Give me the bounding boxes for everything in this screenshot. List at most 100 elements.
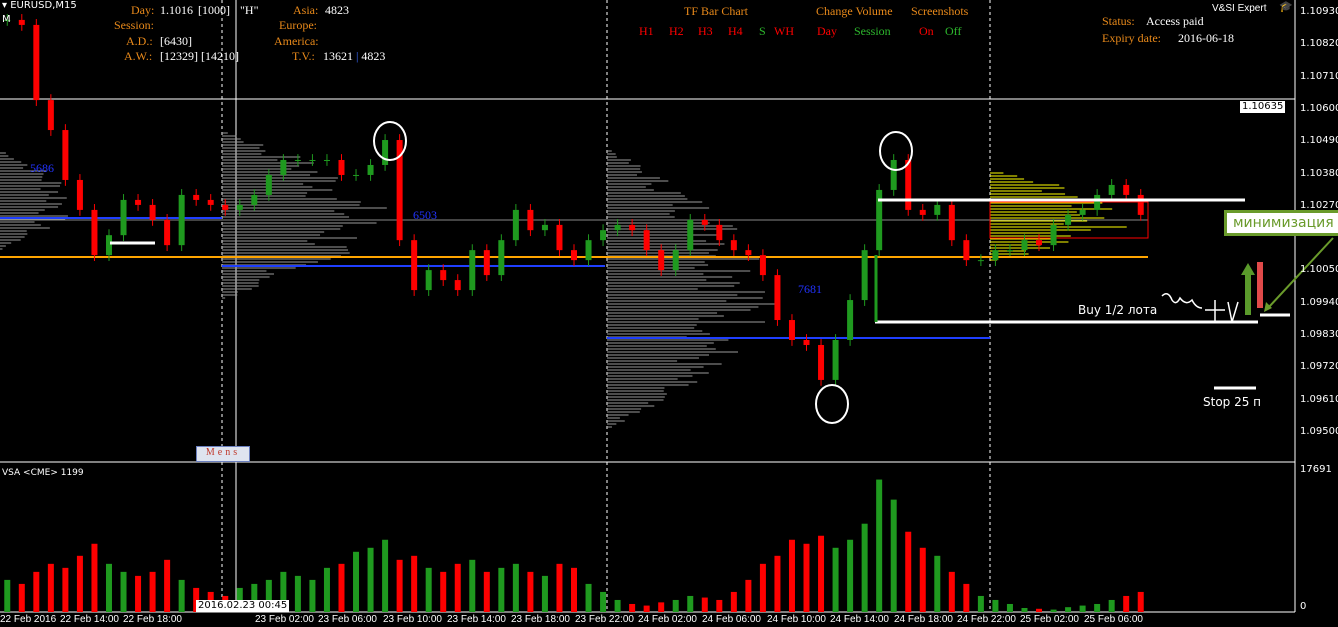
candle-body xyxy=(91,209,98,256)
tf-h2[interactable]: H2 xyxy=(669,24,684,38)
volume-bar xyxy=(193,587,200,612)
candle-body xyxy=(1036,240,1043,246)
time-tick-label: 22 Feb 14:00 xyxy=(60,614,119,625)
volume-bar xyxy=(585,583,592,612)
volume-bar xyxy=(411,555,418,612)
asia-value: 4823 xyxy=(325,3,349,17)
expert-name: V&SI Expert xyxy=(1212,3,1267,14)
price-tick-label: 1.09610 xyxy=(1300,393,1338,405)
tf-h1[interactable]: H1 xyxy=(639,24,654,38)
screenshots-on-button[interactable]: On xyxy=(919,24,934,38)
volume-bar xyxy=(1021,607,1028,612)
volume-bar xyxy=(730,591,737,612)
volume-bar xyxy=(1108,599,1115,612)
volume-bar xyxy=(687,595,694,612)
volume-bar xyxy=(425,567,432,612)
change-volume-title: Change Volume xyxy=(816,4,893,18)
volume-bar xyxy=(934,555,941,612)
candle-body xyxy=(759,255,766,276)
candle-body xyxy=(919,209,926,215)
volume-bar xyxy=(963,583,970,612)
price-tick-label: 1.10600 xyxy=(1300,102,1338,114)
volume-bar xyxy=(1137,591,1144,612)
volume-bar xyxy=(469,559,476,612)
volume-bar xyxy=(977,595,984,612)
volume-bar xyxy=(309,579,316,612)
candle-body xyxy=(541,224,548,231)
volume-bar xyxy=(105,563,112,612)
symbol-label[interactable]: ▾ EURUSD,M15 xyxy=(2,0,77,11)
candle-body xyxy=(294,159,301,161)
volume-bar xyxy=(716,599,723,612)
candle-body xyxy=(120,199,127,236)
candle-body xyxy=(600,230,607,241)
volume-bar xyxy=(120,571,127,612)
mens-button[interactable]: Mens xyxy=(196,446,250,462)
candle-body xyxy=(222,204,229,210)
price-tick-label: 1.09830 xyxy=(1300,329,1338,340)
ad-value: [6430] xyxy=(160,34,192,48)
volume-bar xyxy=(541,575,548,612)
time-tick-label: 25 Feb 02:00 xyxy=(1020,614,1079,625)
volume-bar xyxy=(614,599,621,612)
volume-bar xyxy=(454,563,461,612)
price-tick-label: 1.10490 xyxy=(1300,135,1338,147)
volume-bar xyxy=(236,587,243,612)
volume-bar xyxy=(33,571,40,612)
volume-bar xyxy=(323,567,330,612)
candle-body xyxy=(1137,194,1144,215)
volume-session-button[interactable]: Session xyxy=(854,24,891,38)
candle-body xyxy=(411,240,418,291)
screenshots-off-button[interactable]: Off xyxy=(945,24,962,38)
price-tick-label: 1.10380 xyxy=(1300,167,1338,179)
candle-body xyxy=(309,159,316,161)
price-tick-label: 1.09720 xyxy=(1300,361,1338,373)
volume-bar xyxy=(600,591,607,612)
candle-body xyxy=(658,250,665,271)
candle-body xyxy=(527,209,534,231)
candle-body xyxy=(818,344,825,380)
candle-body xyxy=(687,219,694,251)
time-tick-label: 23 Feb 10:00 xyxy=(383,614,442,625)
candle-body xyxy=(716,224,723,241)
volume-bar xyxy=(774,555,781,612)
candle-body xyxy=(105,235,112,256)
volume-bar xyxy=(1094,603,1101,612)
volume-bar xyxy=(745,579,752,612)
expert-icon[interactable]: 🎓 xyxy=(1279,0,1293,13)
candle-body xyxy=(556,224,563,251)
time-tick-label: 25 Feb 06:00 xyxy=(1084,614,1143,625)
volume-bar xyxy=(1123,595,1130,612)
tf-s[interactable]: S xyxy=(759,24,766,38)
volume-bar xyxy=(556,563,563,612)
volume-bar xyxy=(47,563,54,612)
volume-bar xyxy=(251,583,258,612)
volume-bar xyxy=(847,539,854,612)
candle-body xyxy=(425,270,432,291)
current-price-tag: 1.10635 xyxy=(1240,101,1286,113)
volume-bar xyxy=(1006,603,1013,612)
profile-volume-3: 7681 xyxy=(798,282,822,296)
day-bracket: [1000] xyxy=(198,3,230,17)
volume-bar xyxy=(861,523,868,612)
tf-h4[interactable]: H4 xyxy=(728,24,743,38)
aw-label: A.W.: xyxy=(124,49,153,63)
candle-body xyxy=(571,250,577,261)
america-label: America: xyxy=(274,34,319,48)
tf-wh[interactable]: WH xyxy=(774,24,794,38)
volume-day-button[interactable]: Day xyxy=(817,24,837,38)
candle-body xyxy=(149,204,156,220)
volume-bar xyxy=(440,571,447,612)
dropdown-icon[interactable]: ▾ xyxy=(2,0,11,11)
tf-h3[interactable]: H3 xyxy=(698,24,713,38)
volume-bar xyxy=(1079,605,1086,612)
volume-bar xyxy=(890,499,897,612)
session-label: Session: xyxy=(114,18,155,32)
up-arrow-icon xyxy=(1241,263,1255,315)
candle-body xyxy=(1123,184,1130,195)
candle-body xyxy=(1050,224,1057,246)
volume-bar xyxy=(919,547,926,612)
volume-bar xyxy=(135,575,142,612)
day-value: 1.1016 xyxy=(160,3,193,17)
